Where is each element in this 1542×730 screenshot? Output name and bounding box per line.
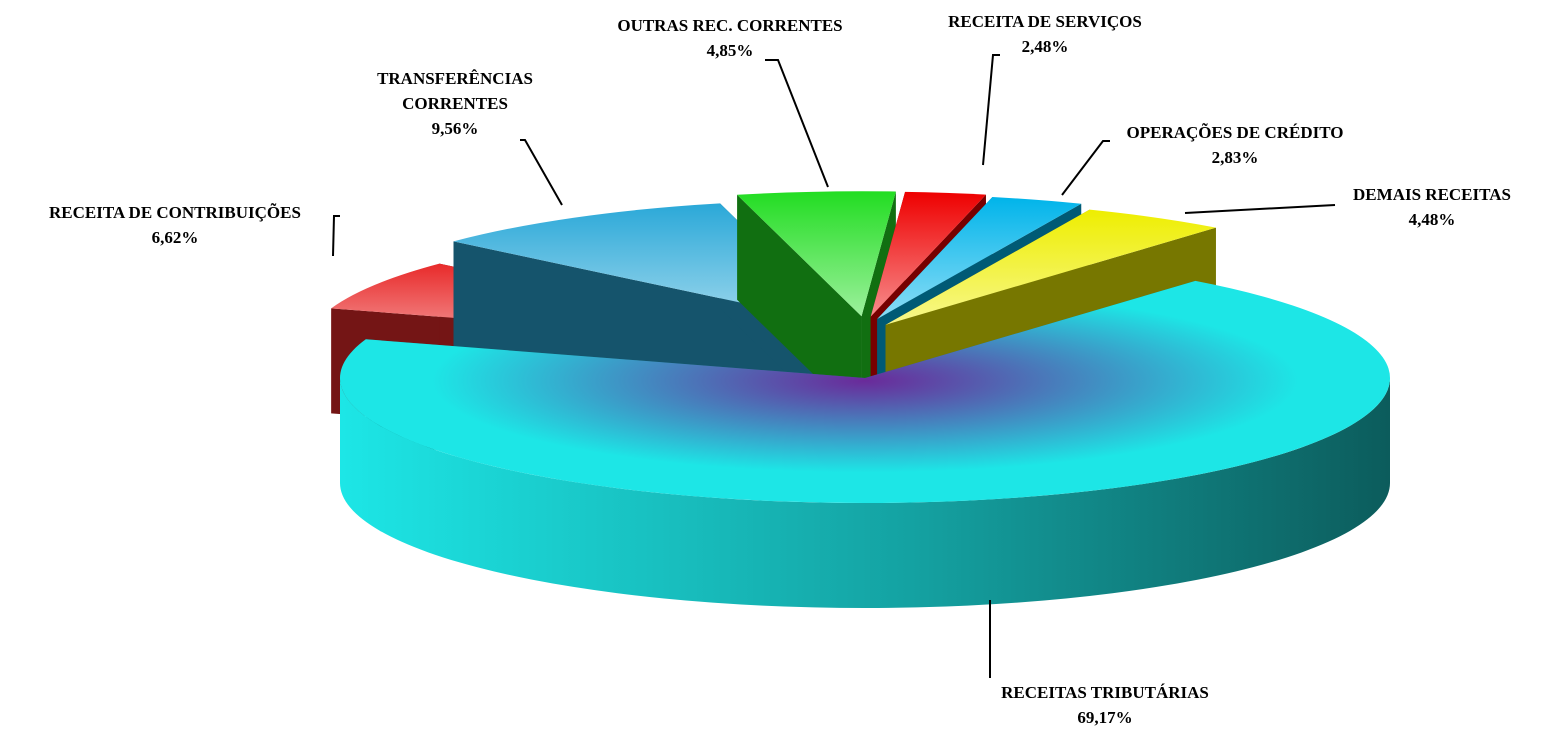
data-label: OUTRAS REC. CORRENTES 4,85% (570, 13, 890, 63)
slice-value: 9,56% (431, 119, 479, 138)
leader-line (765, 59, 829, 188)
slice (340, 280, 1390, 608)
slice-top (870, 191, 986, 317)
leader-line (520, 139, 563, 206)
slice-top (340, 280, 1390, 504)
leader-line (1061, 140, 1110, 196)
slice-value: 4,85% (706, 41, 754, 60)
data-label: TRANSFERÊNCIAS CORRENTES 9,56% (365, 66, 545, 141)
slice-name: RECEITA DE CONTRIBUIÇÕES (49, 203, 301, 222)
slice-name: OPERAÇÕES DE CRÉDITO (1126, 123, 1344, 142)
data-label: RECEITA DE CONTRIBUIÇÕES 6,62% (0, 200, 355, 250)
slice-wall (737, 194, 862, 422)
slice-value: 2,48% (1021, 37, 1069, 56)
slice-side (340, 378, 1390, 608)
data-label: OPERAÇÕES DE CRÉDITO 2,83% (1095, 120, 1375, 170)
slice-name: TRANSFERÊNCIAS CORRENTES (377, 69, 533, 113)
slice-top (737, 191, 896, 317)
data-label: RECEITAS TRIBUTÁRIAS 69,17% (945, 680, 1265, 730)
slice-name: RECEITA DE SERVIÇOS (948, 12, 1142, 31)
slice-top (877, 197, 1082, 319)
slice-top (885, 209, 1216, 325)
slice-value: 69,17% (1077, 708, 1133, 727)
slice-value: 4,48% (1408, 210, 1456, 229)
leader-line (332, 215, 340, 257)
slice-name: RECEITAS TRIBUTÁRIAS (1001, 683, 1209, 702)
leader-line (982, 54, 1000, 166)
leader-line (1184, 204, 1336, 214)
slice-value: 2,83% (1211, 148, 1259, 167)
slice-name: DEMAIS RECEITAS (1353, 185, 1511, 204)
slice (737, 191, 896, 422)
slice-value: 6,62% (151, 228, 199, 247)
slice-name: OUTRAS REC. CORRENTES (617, 16, 843, 35)
data-label: RECEITA DE SERVIÇOS 2,48% (915, 9, 1175, 59)
data-label: DEMAIS RECEITAS 4,48% (1327, 182, 1537, 232)
